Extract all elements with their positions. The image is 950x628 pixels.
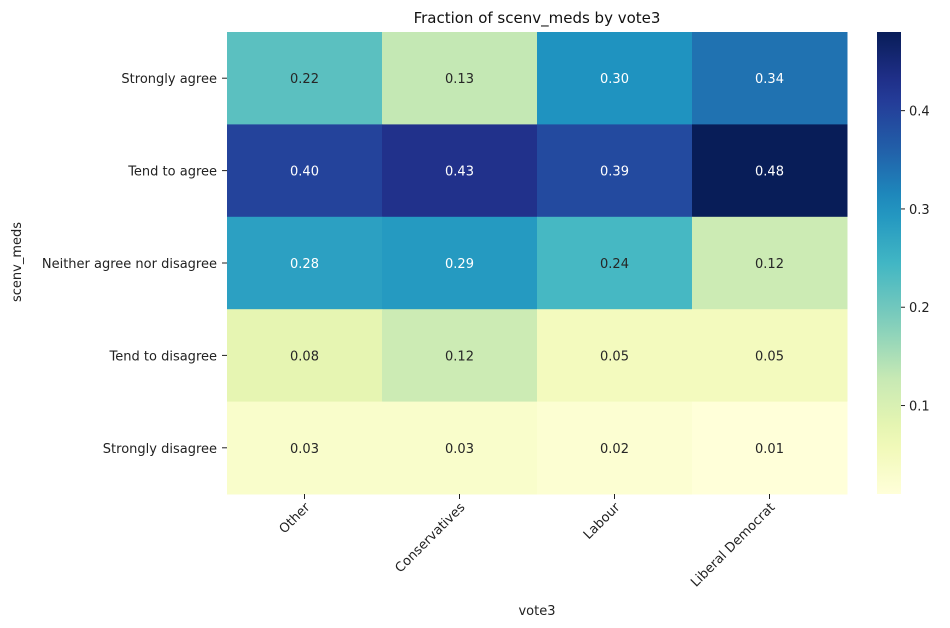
cell-value-label: 0.05 [755,349,784,364]
cell-value-label: 0.22 [290,72,319,87]
y-tick-label: Neither agree nor disagree [42,257,217,272]
heatmap-cell [382,309,538,403]
heatmap-cell [692,124,848,218]
x-tick-label: Labour [581,500,624,543]
heatmap-cell [227,309,383,403]
cell-value-label: 0.29 [445,257,474,272]
cell-value-label: 0.02 [600,442,629,457]
heatmap-cell [537,309,693,403]
heatmap-cell-labels: 0.22 0.13 0.30 0.34 0.40 0.43 0.39 0.48 0.28 0.29… [290,72,784,457]
x-axis: Other Conservatives Labour Liberal Democrat [277,494,778,590]
cell-value-label: 0.13 [445,72,474,87]
heatmap-cell [692,401,848,495]
y-axis-label: scenv_meds [10,222,25,302]
cell-value-label: 0.12 [445,349,474,364]
heatmap-cell [692,216,848,310]
heatmap-cell [537,124,693,218]
cell-value-label: 0.48 [755,165,784,180]
x-axis-label: vote3 [518,604,555,619]
heatmap-cell [537,401,693,495]
y-tick-label: Strongly agree [121,72,217,87]
heatmap-cell [227,32,383,125]
heatmap-cell [227,124,383,218]
cell-value-label: 0.12 [755,257,784,272]
cell-value-label: 0.34 [755,72,784,87]
cell-value-label: 0.03 [290,442,319,457]
heatmap-cell [382,124,538,218]
heatmap-cell [382,401,538,495]
cell-value-label: 0.03 [445,442,474,457]
colorbar-tick-label: 0.4 [909,105,930,120]
cell-value-label: 0.43 [445,165,474,180]
cell-value-label: 0.40 [290,165,319,180]
heatmap-cell [382,216,538,310]
heatmap-cells [227,32,848,495]
heatmap-cell [692,32,848,125]
heatmap-cell [227,216,383,310]
cell-value-label: 0.01 [755,442,784,457]
cell-value-label: 0.24 [600,257,629,272]
chart-title: Fraction of scenv_meds by vote3 [414,9,661,28]
colorbar-tick-label: 0.2 [909,301,930,316]
heatmap-cell [537,32,693,125]
cell-value-label: 0.05 [600,349,629,364]
colorbar: 0.1 0.2 0.3 0.4 [877,32,930,494]
x-tick-label: Liberal Democrat [688,500,778,590]
cell-value-label: 0.39 [600,165,629,180]
heatmap-cell [537,216,693,310]
heatmap-cell [227,401,383,495]
heatmap-cell [692,309,848,403]
colorbar-tick-label: 0.3 [909,203,930,218]
y-tick-label: Strongly disagree [103,442,217,457]
colorbar-gradient [877,32,901,494]
heatmap-cell [382,32,538,125]
x-tick-label: Other [277,500,314,537]
cell-value-label: 0.28 [290,257,319,272]
cell-value-label: 0.08 [290,349,319,364]
cell-value-label: 0.30 [600,72,629,87]
y-tick-label: Tend to agree [127,165,217,180]
colorbar-tick-label: 0.1 [909,400,930,415]
y-tick-label: Tend to disagree [109,349,217,364]
x-tick-label: Conservatives [393,500,469,576]
y-axis: Strongly agree Tend to agree Neither agree… [42,72,227,457]
